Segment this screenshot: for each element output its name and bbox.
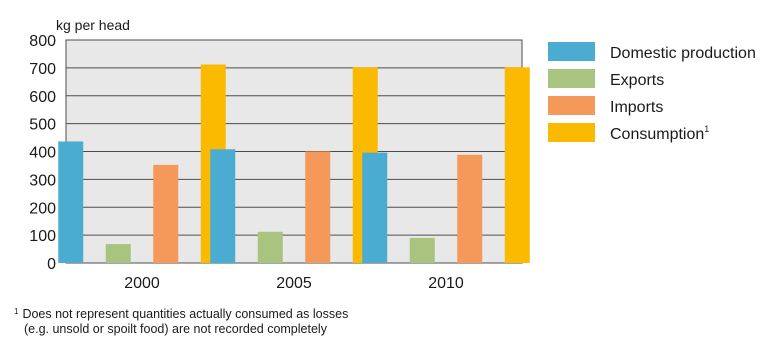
footnote: 1 Does not represent quantities actually …: [14, 304, 534, 337]
y-axis-label: kg per head: [56, 17, 130, 33]
footnote-marker: 1: [14, 307, 19, 316]
legend-swatch: [548, 123, 595, 142]
bar: [105, 244, 131, 263]
bar: [153, 164, 179, 263]
bar-chart: 0 100 200 300 400 500 600 700 800 2000 2005 2010 kg…: [29, 17, 756, 292]
legend-swatch: [548, 69, 595, 88]
legend-swatch: [548, 96, 595, 115]
legend-superscript: 1: [704, 124, 709, 134]
bar: [305, 151, 331, 263]
x-tick-label: 2010: [428, 275, 464, 292]
y-tick-label: 500: [29, 117, 56, 134]
footnote-line-1: Does not represent quantities actually c…: [22, 307, 349, 321]
legend: Domestic production Exports Imports Consump…: [548, 42, 756, 143]
legend-label: Exports: [610, 72, 664, 89]
y-tick-label: 0: [47, 256, 56, 273]
bar: [257, 231, 283, 263]
y-tick-label: 600: [29, 89, 56, 106]
y-tick-label: 300: [29, 172, 56, 189]
x-tick-label: 2000: [124, 275, 160, 292]
bar: [362, 152, 388, 263]
legend-label: Domestic production: [610, 45, 756, 62]
y-tick-label: 800: [29, 33, 56, 50]
legend-label: Consumption1: [610, 124, 709, 143]
legend-label: Imports: [610, 99, 663, 116]
bar: [210, 149, 236, 263]
bar: [504, 67, 530, 263]
bar: [58, 141, 84, 263]
y-tick-label: 400: [29, 145, 56, 162]
legend-swatch: [548, 42, 595, 61]
y-tick-label: 100: [29, 228, 56, 245]
bar: [457, 154, 483, 263]
plot-area: 0 100 200 300 400 500 600 700 800 2000 2005 2010: [29, 33, 530, 292]
bar: [409, 237, 435, 263]
x-tick-label: 2005: [276, 275, 312, 292]
y-tick-label: 200: [29, 200, 56, 217]
y-tick-label: 700: [29, 61, 56, 78]
footnote-line-2: (e.g. unsold or spoilt food) are not rec…: [24, 322, 327, 336]
